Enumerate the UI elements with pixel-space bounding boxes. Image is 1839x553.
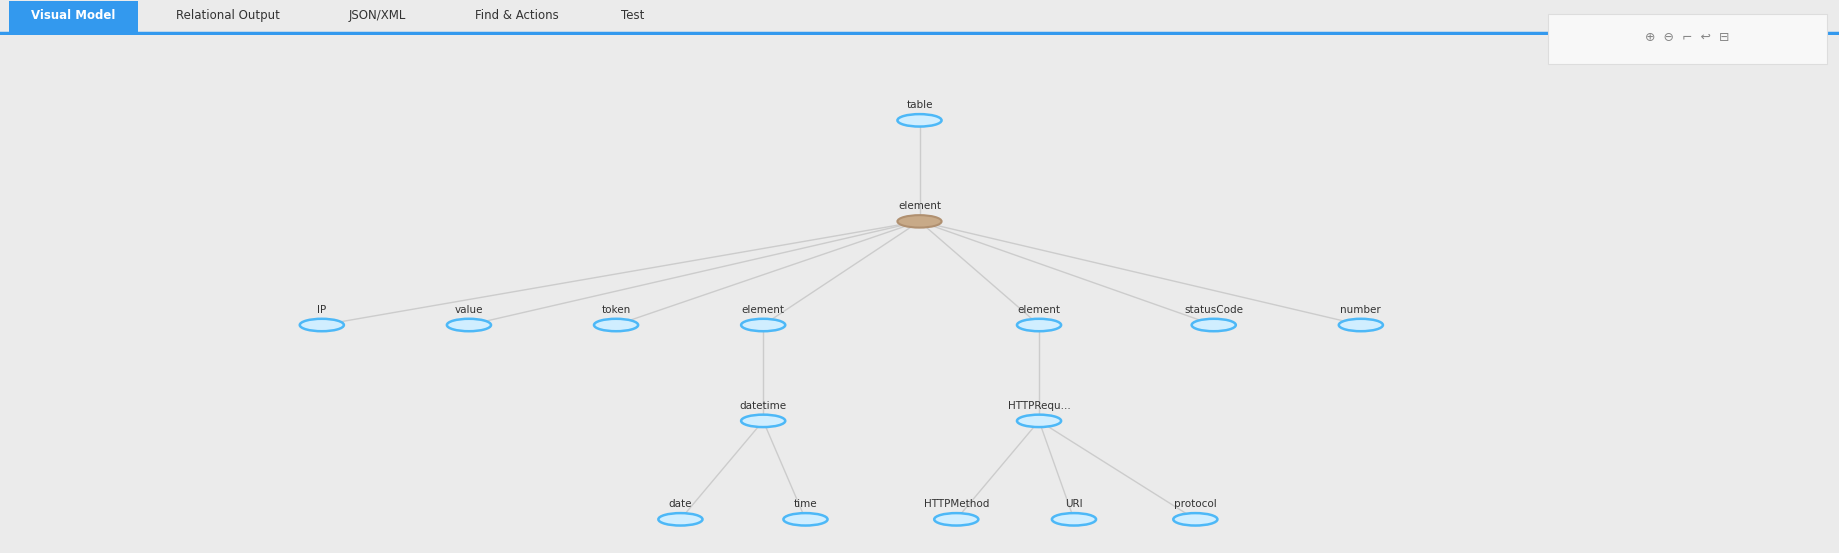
Circle shape [1192, 319, 1236, 331]
Circle shape [741, 415, 785, 427]
FancyBboxPatch shape [9, 1, 138, 32]
Text: element: element [741, 305, 785, 315]
Circle shape [1017, 319, 1061, 331]
Text: statusCode: statusCode [1184, 305, 1243, 315]
Text: JSON/XML: JSON/XML [348, 9, 406, 22]
Circle shape [897, 114, 942, 127]
Text: table: table [907, 101, 932, 111]
Circle shape [1339, 319, 1383, 331]
Circle shape [300, 319, 344, 331]
Circle shape [897, 215, 942, 228]
Circle shape [1173, 513, 1217, 525]
Text: element: element [1017, 305, 1061, 315]
Text: Relational Output: Relational Output [177, 9, 280, 22]
Text: element: element [897, 201, 942, 211]
Circle shape [594, 319, 638, 331]
FancyBboxPatch shape [1548, 14, 1826, 64]
Text: ⊕  ⊖  ⌐  ↩  ⊟: ⊕ ⊖ ⌐ ↩ ⊟ [1646, 31, 1729, 44]
Text: IP: IP [316, 305, 327, 315]
Text: date: date [669, 499, 691, 509]
Circle shape [783, 513, 828, 525]
Circle shape [658, 513, 702, 525]
Circle shape [1052, 513, 1096, 525]
Circle shape [1017, 415, 1061, 427]
Text: Visual Model: Visual Model [31, 9, 116, 22]
Text: time: time [794, 499, 817, 509]
Text: number: number [1341, 305, 1381, 315]
Circle shape [934, 513, 978, 525]
Text: HTTPMethod: HTTPMethod [923, 499, 989, 509]
Text: HTTPRequ...: HTTPRequ... [1008, 401, 1070, 411]
Text: Find & Actions: Find & Actions [474, 9, 559, 22]
Text: protocol: protocol [1173, 499, 1217, 509]
Text: datetime: datetime [739, 401, 787, 411]
Circle shape [741, 319, 785, 331]
Text: URI: URI [1065, 499, 1083, 509]
Text: Test: Test [622, 9, 644, 22]
Text: token: token [601, 305, 631, 315]
Text: value: value [454, 305, 484, 315]
Circle shape [447, 319, 491, 331]
